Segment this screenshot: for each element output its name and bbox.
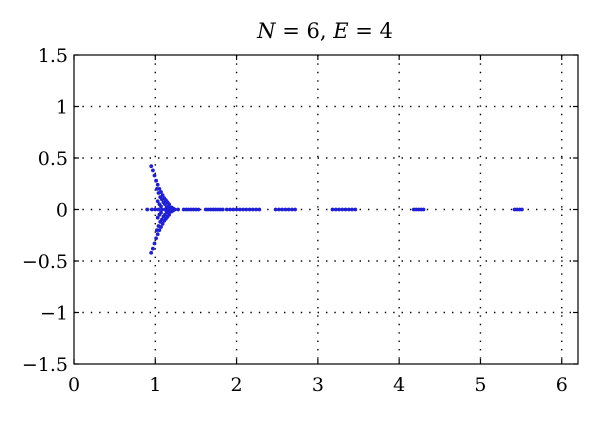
data-point — [155, 228, 159, 233]
data-point — [153, 207, 158, 212]
data-point — [163, 212, 167, 217]
data-point — [166, 207, 171, 212]
y-tick-label: 0.5 — [38, 148, 68, 170]
y-tick-label: 0 — [56, 200, 68, 222]
y-tick-label: 1.5 — [38, 45, 68, 67]
data-point — [228, 207, 233, 212]
data-point — [286, 207, 291, 212]
x-tick-label: 1 — [149, 374, 161, 396]
data-point — [237, 207, 242, 212]
data-point — [149, 164, 154, 169]
data-point — [176, 207, 181, 212]
data-point — [350, 207, 354, 212]
y-tick-label: −1 — [40, 303, 68, 325]
data-point — [343, 207, 348, 212]
data-point — [247, 207, 252, 212]
data-point — [155, 182, 160, 187]
data-point — [337, 207, 341, 212]
data-point — [280, 207, 284, 212]
data-point — [421, 207, 426, 212]
data-point — [254, 207, 258, 212]
data-point — [520, 207, 524, 212]
data-point — [290, 207, 294, 212]
grid-lines — [74, 55, 578, 364]
data-point — [330, 207, 335, 212]
data-point — [159, 197, 164, 202]
x-tick-label: 2 — [231, 374, 243, 396]
data-point — [244, 207, 249, 212]
data-point — [159, 207, 164, 212]
plot-frame — [73, 54, 579, 365]
x-tick-label: 5 — [474, 374, 486, 396]
data-point — [250, 207, 255, 212]
y-tick-label: 1 — [56, 97, 68, 119]
data-point — [159, 217, 164, 222]
data-point — [234, 207, 239, 212]
data-point — [156, 224, 161, 228]
chart-title: N = 6, E = 4 — [256, 19, 393, 43]
title-part: = 4 — [349, 19, 393, 43]
data-point — [277, 207, 281, 212]
data-point — [159, 210, 163, 215]
title-part: E — [332, 19, 348, 43]
data-point — [149, 250, 154, 255]
data-point — [154, 178, 159, 183]
x-tick-label: 0 — [68, 374, 80, 396]
data-point — [273, 207, 278, 212]
data-point — [224, 207, 229, 212]
data-point — [155, 232, 160, 237]
data-point — [152, 241, 157, 246]
data-point — [340, 207, 345, 212]
data-point — [150, 207, 154, 212]
y-tick-label: −0.5 — [22, 251, 68, 273]
y-tick-labels: 1.5 1 0.5 0 −0.5 −1 −1.5 — [22, 45, 68, 376]
data-point — [346, 207, 351, 212]
data-point — [241, 207, 246, 212]
data-point — [172, 207, 177, 212]
data-point — [163, 202, 167, 207]
data-point — [152, 173, 157, 178]
data-point — [257, 207, 262, 212]
x-tick-label: 4 — [393, 374, 405, 396]
data-point — [154, 236, 159, 241]
data-point — [231, 207, 236, 212]
data-point — [145, 207, 150, 212]
data-point — [169, 207, 174, 212]
x-tick-labels: 0 1 2 3 4 5 6 — [68, 374, 568, 396]
data-point — [151, 168, 155, 173]
data-point — [220, 207, 225, 212]
data-point — [163, 207, 167, 212]
data-point — [155, 199, 160, 204]
x-tick-label: 6 — [556, 374, 568, 396]
data-point — [353, 207, 358, 212]
title-part: = 6, — [276, 19, 334, 43]
data-point — [155, 187, 159, 191]
x-tick-label: 3 — [312, 374, 324, 396]
data-point — [293, 207, 297, 212]
title-part: N — [256, 19, 276, 43]
data-point — [333, 207, 338, 212]
data-point — [151, 246, 155, 251]
data-point — [196, 207, 201, 212]
data-point — [159, 204, 163, 209]
data-points — [145, 164, 524, 255]
data-point — [156, 207, 161, 212]
y-tick-label: −1.5 — [22, 354, 68, 376]
data-point — [283, 207, 288, 212]
data-point — [156, 191, 161, 195]
data-point — [155, 215, 160, 220]
